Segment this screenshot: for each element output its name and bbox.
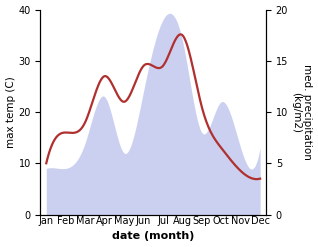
Y-axis label: med. precipitation
(kg/m2): med. precipitation (kg/m2) [291,64,313,160]
X-axis label: date (month): date (month) [112,231,194,242]
Y-axis label: max temp (C): max temp (C) [5,76,16,148]
